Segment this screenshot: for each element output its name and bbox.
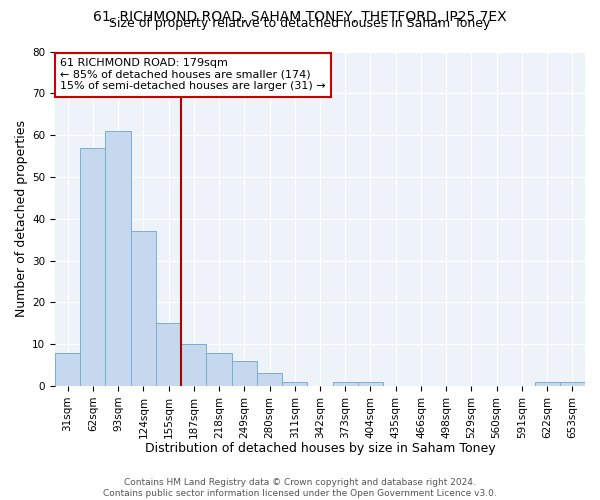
Bar bbox=[181, 344, 206, 386]
Text: Contains HM Land Registry data © Crown copyright and database right 2024.
Contai: Contains HM Land Registry data © Crown c… bbox=[103, 478, 497, 498]
Bar bbox=[206, 352, 232, 386]
Bar bbox=[560, 382, 585, 386]
X-axis label: Distribution of detached houses by size in Saham Toney: Distribution of detached houses by size … bbox=[145, 442, 496, 455]
Bar bbox=[332, 382, 358, 386]
Y-axis label: Number of detached properties: Number of detached properties bbox=[15, 120, 28, 317]
Bar bbox=[55, 352, 80, 386]
Bar bbox=[535, 382, 560, 386]
Bar bbox=[358, 382, 383, 386]
Bar bbox=[257, 374, 282, 386]
Bar bbox=[232, 361, 257, 386]
Bar bbox=[131, 232, 156, 386]
Bar bbox=[282, 382, 307, 386]
Bar bbox=[156, 324, 181, 386]
Bar bbox=[80, 148, 106, 386]
Text: Size of property relative to detached houses in Saham Toney: Size of property relative to detached ho… bbox=[109, 18, 491, 30]
Text: 61, RICHMOND ROAD, SAHAM TONEY, THETFORD, IP25 7EX: 61, RICHMOND ROAD, SAHAM TONEY, THETFORD… bbox=[93, 10, 507, 24]
Bar bbox=[106, 131, 131, 386]
Text: 61 RICHMOND ROAD: 179sqm
← 85% of detached houses are smaller (174)
15% of semi-: 61 RICHMOND ROAD: 179sqm ← 85% of detach… bbox=[61, 58, 326, 92]
